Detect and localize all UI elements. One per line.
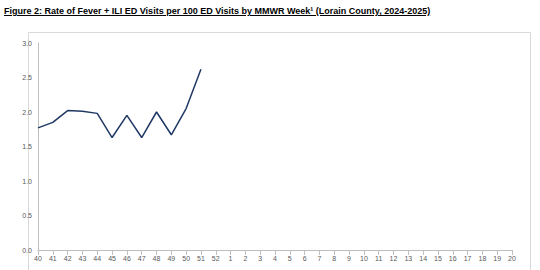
svg-text:9: 9 [347,255,351,262]
svg-text:41: 41 [49,255,57,262]
svg-text:2.0: 2.0 [22,109,32,116]
svg-text:40: 40 [34,255,42,262]
svg-text:52: 52 [212,255,220,262]
svg-text:47: 47 [138,255,146,262]
svg-text:1.0: 1.0 [22,178,32,185]
svg-text:3.0: 3.0 [22,40,32,47]
svg-text:6: 6 [303,255,307,262]
svg-text:48: 48 [153,255,161,262]
svg-text:11: 11 [375,255,382,262]
svg-text:2.5: 2.5 [22,74,32,81]
svg-text:4: 4 [273,255,277,262]
svg-text:17: 17 [464,255,472,262]
svg-text:13: 13 [404,255,412,262]
svg-text:2: 2 [243,255,247,262]
html-text:Figure 2: Rate of Fever + ILI: Figure 2: Rate of Fever + ILI ED Visits … [4,6,431,16]
svg-text:20: 20 [508,255,516,262]
svg-text:44: 44 [93,255,101,262]
svg-text:0.5: 0.5 [22,212,32,219]
svg-text:8: 8 [332,255,336,262]
svg-text:43: 43 [79,255,87,262]
svg-text:42: 42 [64,255,72,262]
svg-text:19: 19 [493,255,501,262]
svg-text:10: 10 [360,255,368,262]
svg-text:18: 18 [478,255,486,262]
svg-text:3: 3 [258,255,262,262]
svg-text:5: 5 [288,255,292,262]
svg-text:1.5: 1.5 [22,143,32,150]
svg-text:1: 1 [229,255,233,262]
svg-text:51: 51 [197,255,205,262]
svg-text:45: 45 [108,255,116,262]
svg-text:12: 12 [390,255,398,262]
svg-text:14: 14 [419,255,427,262]
svg-text:49: 49 [167,255,175,262]
svg-text:50: 50 [182,255,190,262]
svg-text:46: 46 [123,255,131,262]
svg-text:0.0: 0.0 [22,247,32,254]
svg-text:16: 16 [449,255,457,262]
svg-text:7: 7 [317,255,321,262]
svg-text:15: 15 [434,255,442,262]
